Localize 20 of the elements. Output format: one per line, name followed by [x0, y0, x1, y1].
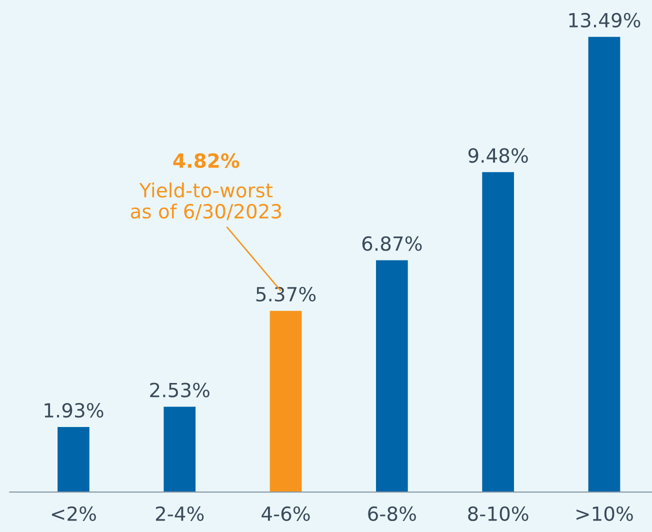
x-tick-label: <2%	[52, 506, 96, 522]
x-tick-label: 2-4%	[156, 506, 204, 522]
bar	[376, 260, 408, 492]
data-label: 13.49%	[569, 12, 640, 28]
data-label: 6.87%	[362, 236, 422, 251]
bar	[164, 406, 196, 492]
data-label: 1.93%	[44, 402, 104, 418]
data-label: 9.48%	[468, 148, 528, 163]
bar	[58, 426, 90, 492]
annotation: Yield-to-worst as of 6/30/2023	[130, 182, 282, 220]
bar	[270, 310, 302, 492]
annotation: 4.82%	[173, 153, 240, 168]
x-tick-label: 8-10%	[468, 506, 528, 522]
bar	[482, 172, 514, 492]
bar	[588, 36, 620, 492]
x-tick-label: 4-6%	[262, 506, 310, 522]
x-tick-label: >10%	[576, 506, 633, 522]
data-label: 5.37%	[256, 286, 316, 302]
data-label: 2.53%	[150, 382, 210, 398]
x-tick-label: 6-8%	[368, 506, 416, 522]
